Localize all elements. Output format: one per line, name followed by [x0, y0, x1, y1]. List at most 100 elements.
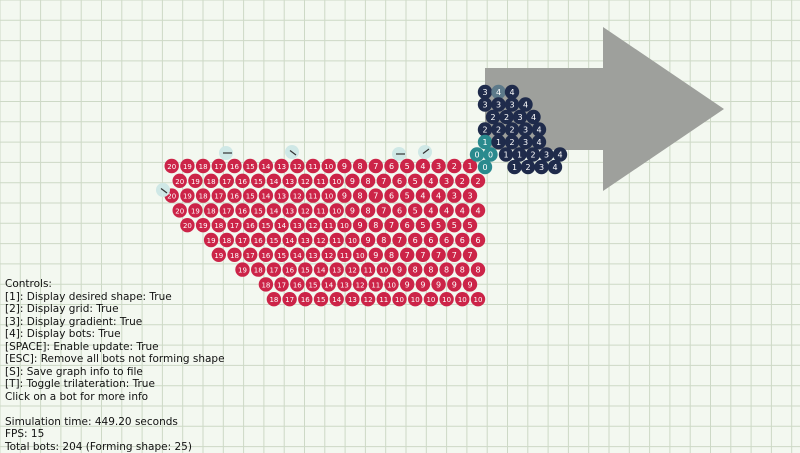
swarm-bot[interactable]: 12	[298, 203, 313, 218]
wandering-bot[interactable]	[392, 147, 406, 161]
swarm-bot[interactable]: 13	[282, 203, 297, 218]
swarm-bot[interactable]: 10	[470, 292, 486, 307]
swarm-bot[interactable]: 20	[172, 203, 187, 218]
swarm-bot[interactable]: 18	[195, 188, 211, 203]
swarm-bot[interactable]: 16	[235, 203, 250, 218]
shape-bot[interactable]: 3	[518, 134, 533, 150]
swarm-bot[interactable]: 8	[470, 262, 486, 277]
shape-bot[interactable]: 1	[507, 159, 522, 175]
shape-bot[interactable]: 4	[518, 97, 533, 112]
swarm-bot[interactable]: 15	[274, 247, 289, 262]
swarm-bot[interactable]: 15	[298, 262, 313, 277]
swarm-bot[interactable]: 6	[470, 232, 486, 248]
swarm-bot[interactable]: 4	[423, 203, 439, 218]
swarm-bot[interactable]: 11	[321, 218, 336, 233]
swarm-bot[interactable]: 15	[251, 203, 266, 218]
swarm-bot[interactable]: 9	[431, 277, 446, 292]
swarm-bot[interactable]: 10	[423, 292, 439, 307]
swarm-bot[interactable]: 9	[368, 247, 383, 262]
swarm-bot[interactable]: 12	[305, 218, 321, 233]
swarm-bot[interactable]: 8	[352, 158, 368, 174]
swarm-bot[interactable]: 8	[360, 173, 376, 188]
swarm-bot[interactable]: 8	[384, 247, 399, 262]
swarm-bot[interactable]: 9	[447, 277, 462, 292]
shape-bot[interactable]: 3	[539, 147, 554, 162]
swarm-bot[interactable]: 4	[415, 158, 431, 174]
swarm-bot[interactable]: 5	[447, 218, 462, 233]
swarm-bot[interactable]: 2	[447, 158, 462, 174]
shape-bot[interactable]: 3	[477, 97, 493, 112]
swarm-bot[interactable]: 10	[455, 292, 470, 307]
swarm-bot[interactable]: 7	[368, 188, 383, 203]
swarm-bot[interactable]: 11	[313, 203, 329, 218]
swarm-bot[interactable]: 19	[180, 188, 195, 203]
swarm-bot[interactable]: 17	[235, 232, 250, 248]
swarm-bot[interactable]: 8	[439, 262, 454, 277]
swarm-bot[interactable]: 11	[376, 292, 391, 307]
swarm-bot[interactable]: 5	[462, 218, 478, 233]
swarm-bot[interactable]: 16	[227, 188, 242, 203]
shape-bot[interactable]: 2	[520, 159, 536, 175]
swarm-bot[interactable]: 5	[400, 188, 415, 203]
swarm-bot[interactable]: 12	[360, 292, 376, 307]
swarm-bot[interactable]: 14	[274, 218, 289, 233]
swarm-bot[interactable]: 11	[305, 158, 321, 174]
swarm-bot[interactable]: 18	[203, 173, 219, 188]
swarm-bot[interactable]: 7	[376, 173, 391, 188]
swarm-bot[interactable]: 11	[360, 262, 376, 277]
swarm-bot[interactable]: 6	[384, 188, 399, 203]
swarm-bot[interactable]: 15	[243, 188, 258, 203]
swarm-bot[interactable]: 13	[282, 173, 297, 188]
shape-bot[interactable]: 0	[483, 147, 498, 162]
swarm-bot[interactable]: 15	[313, 292, 329, 307]
swarm-bot[interactable]: 16	[243, 218, 258, 233]
swarm-bot[interactable]: 14	[266, 203, 282, 218]
swarm-bot[interactable]: 6	[455, 232, 470, 248]
swarm-bot[interactable]: 10	[329, 203, 344, 218]
swarm-bot[interactable]: 7	[415, 247, 431, 262]
shape-bot[interactable]: 1	[491, 134, 506, 150]
swarm-bot[interactable]: 3	[439, 173, 454, 188]
swarm-bot[interactable]: 18	[211, 218, 226, 233]
shape-bot[interactable]: 3	[491, 97, 506, 112]
swarm-bot[interactable]: 6	[384, 158, 399, 174]
swarm-bot[interactable]: 10	[384, 277, 399, 292]
swarm-bot[interactable]: 3	[431, 158, 446, 174]
swarm-bot[interactable]: 5	[400, 158, 415, 174]
swarm-bot[interactable]: 14	[258, 188, 274, 203]
swarm-bot[interactable]: 16	[258, 247, 274, 262]
swarm-bot[interactable]: 4	[439, 203, 454, 218]
swarm-bot[interactable]: 10	[337, 218, 352, 233]
shape-bot[interactable]: 4	[531, 134, 547, 150]
swarm-bot[interactable]: 12	[290, 188, 305, 203]
swarm-bot[interactable]: 7	[368, 158, 383, 174]
shape-bot[interactable]: 2	[504, 134, 520, 150]
swarm-bot[interactable]: 14	[329, 292, 344, 307]
swarm-bot[interactable]: 2	[470, 173, 486, 188]
swarm-bot[interactable]: 8	[368, 218, 383, 233]
swarm-bot[interactable]: 17	[211, 158, 226, 174]
swarm-bot[interactable]: 14	[266, 173, 282, 188]
swarm-bot[interactable]: 17	[227, 218, 242, 233]
swarm-bot[interactable]: 11	[368, 277, 383, 292]
swarm-bot[interactable]: 14	[290, 247, 305, 262]
swarm-bot[interactable]: 9	[462, 277, 478, 292]
swarm-bot[interactable]: 13	[345, 292, 360, 307]
swarm-bot[interactable]: 7	[376, 203, 391, 218]
swarm-bot[interactable]: 19	[211, 247, 226, 262]
swarm-bot[interactable]: 19	[235, 262, 250, 277]
swarm-bot[interactable]: 8	[408, 262, 423, 277]
swarm-bot[interactable]: 17	[211, 188, 226, 203]
swarm-bot[interactable]: 7	[392, 232, 407, 248]
swarm-bot[interactable]: 15	[251, 173, 266, 188]
swarm-bot[interactable]: 18	[258, 277, 274, 292]
swarm-bot[interactable]: 13	[274, 158, 289, 174]
swarm-bot[interactable]: 15	[266, 232, 282, 248]
swarm-bot[interactable]: 6	[392, 173, 407, 188]
swarm-bot[interactable]: 19	[195, 218, 211, 233]
swarm-bot[interactable]: 4	[415, 188, 431, 203]
swarm-bot[interactable]: 7	[400, 247, 415, 262]
shape-bot[interactable]: 3	[512, 109, 528, 125]
swarm-bot[interactable]: 19	[188, 173, 203, 188]
